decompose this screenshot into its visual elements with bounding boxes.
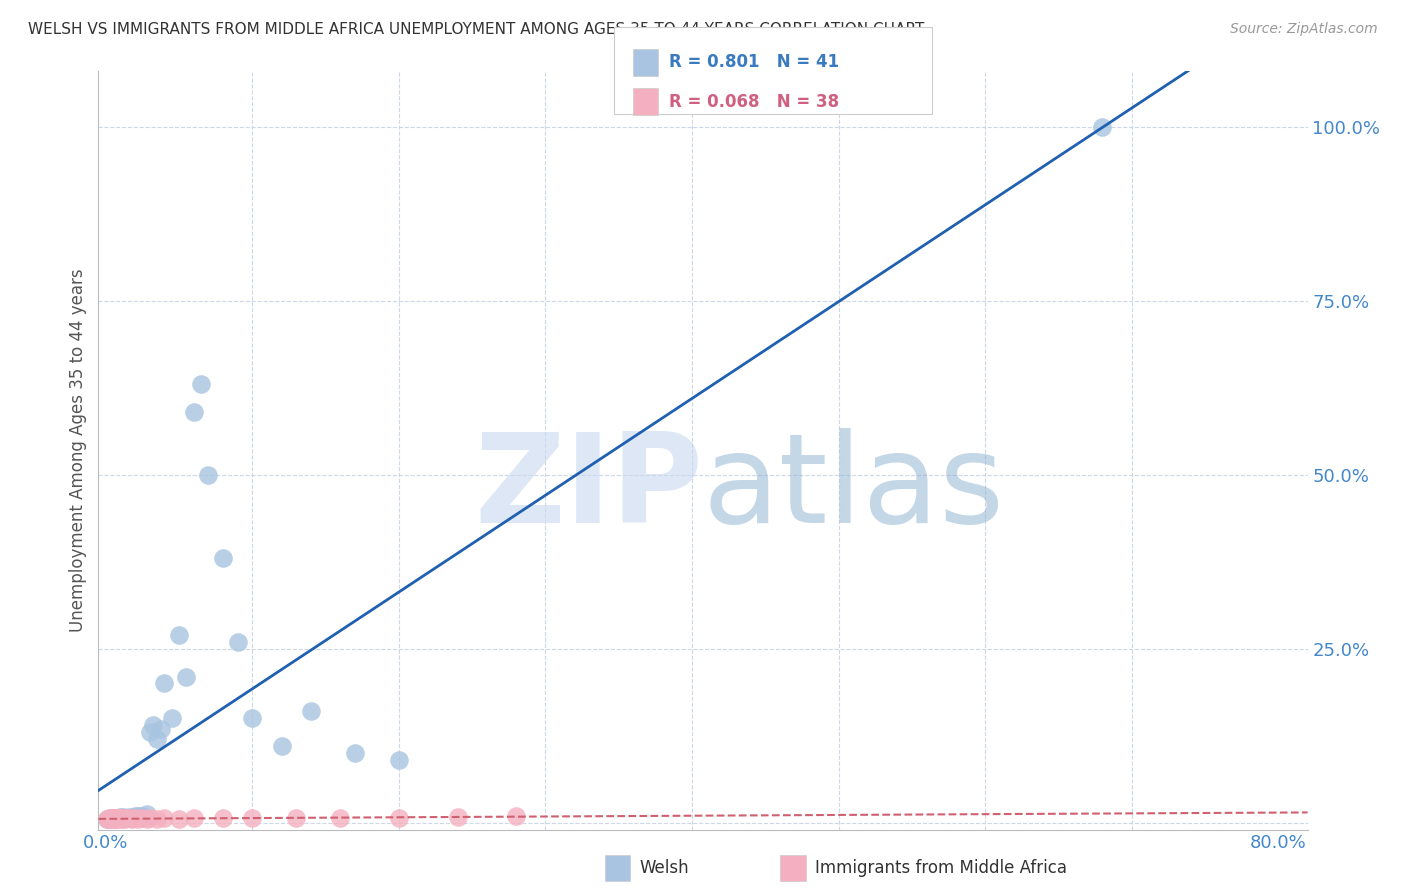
Point bbox=[150, 722, 173, 736]
Point bbox=[114, 812, 136, 826]
Point bbox=[112, 810, 135, 824]
Point bbox=[176, 669, 198, 683]
Point bbox=[167, 812, 190, 826]
Text: Source: ZipAtlas.com: Source: ZipAtlas.com bbox=[1230, 22, 1378, 37]
Point bbox=[153, 676, 176, 690]
Point bbox=[98, 812, 121, 826]
Point bbox=[97, 812, 120, 826]
Point bbox=[285, 811, 308, 825]
Point bbox=[226, 634, 249, 648]
Point bbox=[105, 812, 128, 826]
Point bbox=[118, 812, 141, 826]
Point bbox=[103, 812, 125, 826]
Text: R = 0.801   N = 41: R = 0.801 N = 41 bbox=[669, 54, 839, 71]
Point bbox=[96, 812, 118, 826]
Point bbox=[135, 807, 157, 822]
Point bbox=[103, 812, 125, 826]
Point bbox=[101, 812, 124, 826]
Text: Welsh: Welsh bbox=[640, 859, 689, 877]
Point bbox=[111, 811, 134, 825]
Point bbox=[146, 812, 169, 826]
Point bbox=[129, 808, 152, 822]
Point bbox=[1091, 120, 1114, 134]
Point bbox=[101, 812, 124, 826]
Point bbox=[299, 704, 322, 718]
Point bbox=[127, 812, 149, 826]
Point bbox=[100, 812, 122, 826]
Point bbox=[138, 725, 160, 739]
Point bbox=[212, 812, 235, 826]
Point bbox=[183, 811, 205, 825]
Point bbox=[98, 812, 121, 826]
Point bbox=[183, 405, 205, 419]
Point bbox=[124, 809, 146, 823]
Text: ZIP: ZIP bbox=[474, 428, 703, 549]
Point bbox=[135, 812, 157, 826]
Point bbox=[112, 812, 135, 826]
Point bbox=[117, 811, 139, 825]
Point bbox=[124, 812, 146, 826]
Point bbox=[97, 812, 120, 826]
Point bbox=[270, 739, 292, 753]
Point bbox=[446, 810, 468, 824]
Point bbox=[118, 810, 141, 824]
Point bbox=[142, 718, 165, 732]
Point bbox=[105, 811, 128, 825]
Point bbox=[103, 812, 125, 826]
Point bbox=[101, 812, 124, 826]
Point bbox=[105, 811, 128, 825]
Point bbox=[240, 711, 263, 725]
Point bbox=[108, 812, 131, 826]
Text: R = 0.068   N = 38: R = 0.068 N = 38 bbox=[669, 93, 839, 111]
Text: Immigrants from Middle Africa: Immigrants from Middle Africa bbox=[815, 859, 1067, 877]
Point bbox=[98, 812, 121, 826]
Point bbox=[100, 812, 122, 826]
Point bbox=[329, 812, 352, 826]
Y-axis label: Unemployment Among Ages 35 to 44 years: Unemployment Among Ages 35 to 44 years bbox=[69, 268, 87, 632]
Point bbox=[131, 808, 153, 822]
Point bbox=[240, 812, 263, 826]
Text: WELSH VS IMMIGRANTS FROM MIDDLE AFRICA UNEMPLOYMENT AMONG AGES 35 TO 44 YEARS CO: WELSH VS IMMIGRANTS FROM MIDDLE AFRICA U… bbox=[28, 22, 925, 37]
Point bbox=[160, 711, 183, 725]
Point bbox=[127, 808, 149, 822]
Point bbox=[120, 811, 142, 825]
Point bbox=[96, 812, 118, 826]
Point bbox=[110, 810, 132, 824]
Point bbox=[107, 811, 129, 825]
Point bbox=[114, 812, 136, 826]
Point bbox=[153, 812, 176, 826]
Point bbox=[388, 811, 411, 825]
Point bbox=[122, 810, 145, 824]
Point bbox=[107, 812, 129, 826]
Point bbox=[343, 746, 366, 760]
Point bbox=[97, 812, 120, 826]
Point bbox=[111, 812, 134, 826]
Point bbox=[117, 811, 139, 825]
Point bbox=[146, 732, 169, 747]
Point bbox=[197, 467, 219, 482]
Point bbox=[110, 812, 132, 826]
Point bbox=[388, 753, 411, 767]
Point bbox=[212, 551, 235, 566]
Point bbox=[108, 812, 131, 826]
Point bbox=[131, 812, 153, 826]
Point bbox=[138, 812, 160, 826]
Point bbox=[100, 812, 122, 826]
Text: atlas: atlas bbox=[703, 428, 1005, 549]
Point bbox=[167, 628, 190, 642]
Point bbox=[505, 808, 527, 822]
Point bbox=[190, 377, 212, 392]
Point bbox=[121, 812, 143, 826]
